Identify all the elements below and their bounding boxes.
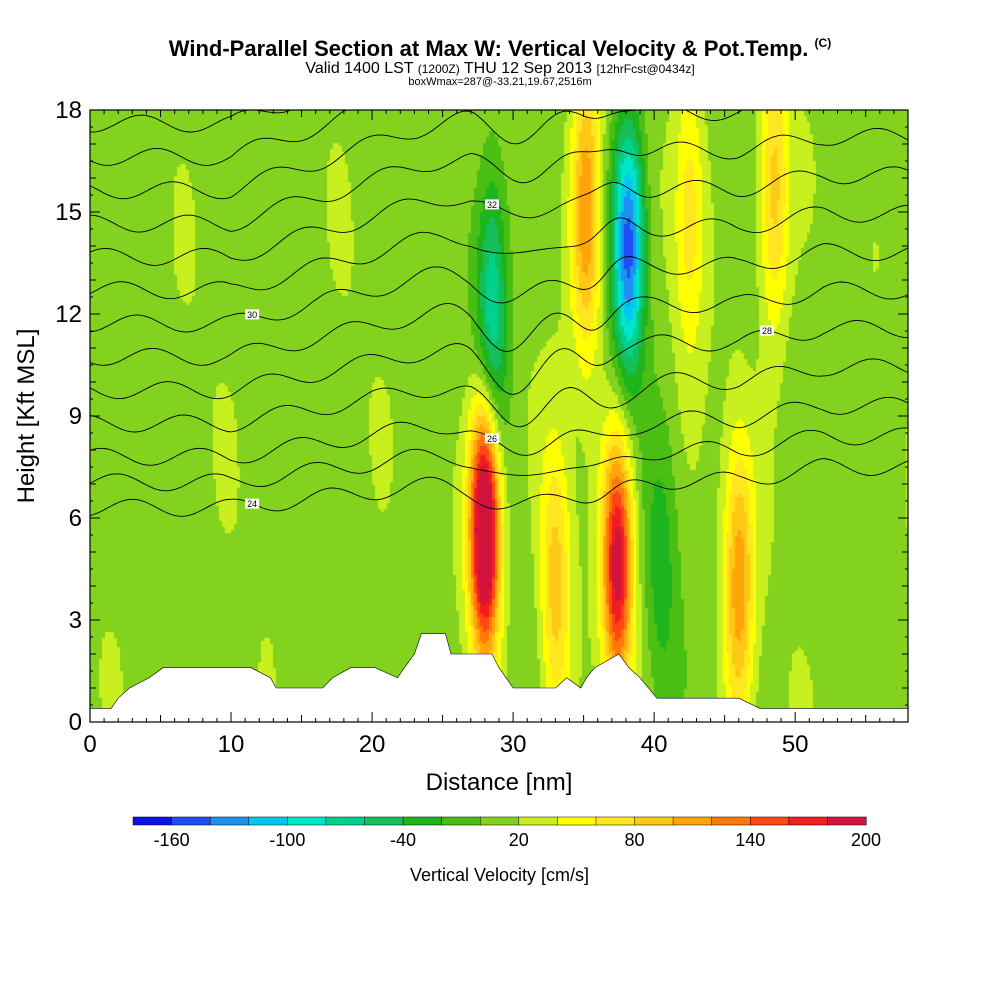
colorbar-swatch — [248, 816, 288, 826]
x-tick-label: 0 — [83, 731, 96, 758]
x-tick-label: 50 — [782, 731, 809, 758]
chart-title: Wind-Parallel Section at Max W: Vertical… — [0, 36, 1000, 62]
isentrope-31 — [89, 204, 909, 300]
isentrope-label-bg — [245, 309, 260, 320]
colorbar-swatch — [711, 816, 751, 826]
colorbar-swatch — [132, 816, 173, 826]
colorbar-swatch — [287, 816, 327, 826]
colorbar-swatch — [750, 816, 790, 826]
isentrope-label-24: 24 — [247, 499, 257, 509]
isentrope-30 — [89, 243, 909, 333]
y-tick-label: 9 — [69, 403, 82, 430]
valid-fcst: [12hrFcst@0434z] — [596, 62, 695, 76]
colorbar-swatch — [518, 816, 558, 826]
x-axis: 0 10 20 30 40 50 — [83, 110, 909, 758]
colorbar-swatch — [479, 816, 520, 826]
isentrope-label-bg — [245, 498, 260, 509]
isentrope-29 — [89, 281, 909, 366]
isentrope-24 — [89, 458, 909, 517]
valid-prefix: Valid 1400 LST — [305, 60, 414, 77]
y-tick-label: 0 — [69, 709, 82, 736]
colorbar-swatch — [827, 816, 867, 826]
title-main: Wind-Parallel Section at Max W: Vertical… — [168, 36, 809, 61]
colorbar-tick-label: 200 — [851, 830, 881, 850]
isentrope-label-32: 32 — [487, 200, 497, 210]
isentrope-32 — [89, 166, 909, 266]
y-tick-label: 12 — [55, 301, 82, 328]
colorbar-tick-label: -160 — [154, 830, 190, 850]
colorbar-swatch — [557, 816, 597, 826]
colorbar-tick-label: 140 — [735, 830, 765, 850]
colorbar-swatch — [171, 816, 211, 826]
colorbar-swatch — [209, 816, 250, 826]
colorbar-tick-label: 20 — [509, 830, 529, 850]
isentrope-label-26: 26 — [487, 434, 497, 444]
valid-date: THU 12 Sep 2013 — [463, 60, 592, 77]
vertical-velocity-field — [90, 110, 908, 722]
isentrope-label-bg — [759, 325, 774, 336]
y-axis-label: Height [Kft MSL] — [13, 329, 40, 504]
isentrope-26 — [89, 396, 909, 466]
isentrope-label-bg — [484, 433, 499, 444]
colorbar-tick-label: 80 — [625, 830, 645, 850]
isentrope-27 — [89, 358, 909, 433]
isentrope-label-30: 30 — [247, 310, 257, 320]
isentrope-label-28: 28 — [762, 326, 772, 336]
x-tick-label: 10 — [218, 731, 245, 758]
colorbar-label: Vertical Velocity [cm/s] — [410, 865, 589, 885]
y-tick-label: 18 — [55, 97, 82, 124]
valid-time-line: Valid 1400 LST (1200Z) THU 12 Sep 2013 [… — [0, 60, 1000, 78]
box-info: boxWmax=287@-33.21,19.67,2516m — [408, 76, 592, 88]
isentrope-25 — [89, 427, 909, 492]
colorbar-swatch — [325, 816, 366, 826]
colorbar: -160 -100 -40 20 80 140 200 — [132, 816, 881, 850]
isentrope-labels: 24 26 28 30 32 — [245, 199, 774, 509]
y-tick-label: 3 — [69, 607, 82, 634]
x-tick-label: 30 — [500, 731, 527, 758]
valid-utc: (1200Z) — [417, 62, 460, 76]
colorbar-tick-label: -100 — [269, 830, 305, 850]
x-tick-label: 20 — [359, 731, 386, 758]
colorbar-swatch — [364, 816, 404, 826]
isentrope-label-bg — [484, 199, 499, 210]
x-axis-label: Distance [nm] — [426, 769, 573, 796]
y-axis: 0 3 6 9 12 15 18 — [55, 97, 908, 736]
colorbar-swatch — [441, 816, 481, 826]
colorbar-tick-label: -40 — [390, 830, 416, 850]
terrain-mask — [89, 633, 909, 723]
colorbar-swatch — [788, 816, 828, 826]
isentrope-33 — [89, 127, 909, 233]
title-copyright: (C) — [814, 36, 832, 50]
colorbar-swatch — [672, 816, 713, 826]
colorbar-swatch — [595, 816, 636, 826]
x-tick-label: 40 — [641, 731, 668, 758]
y-tick-label: 6 — [69, 505, 82, 532]
y-tick-label: 15 — [55, 199, 82, 226]
colorbar-swatch — [634, 816, 674, 826]
colorbar-swatch — [402, 816, 443, 826]
